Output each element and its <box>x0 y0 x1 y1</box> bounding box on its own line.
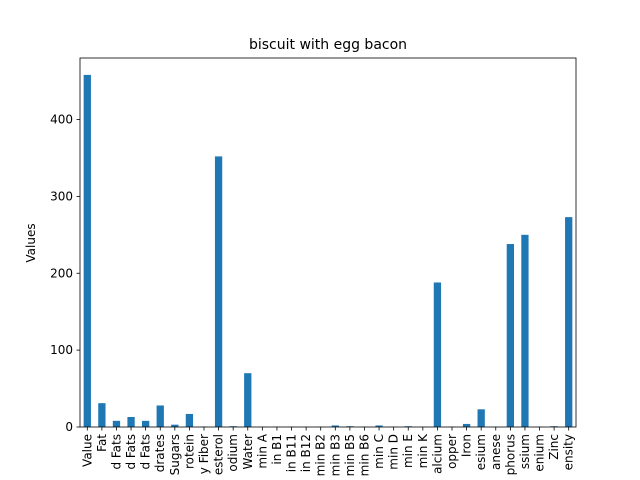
x-tick-label-12: min A <box>255 433 269 468</box>
bar-30 <box>521 234 529 427</box>
x-tick-label-21: min D <box>387 434 401 470</box>
x-tick-label-3: d Fats <box>124 434 138 470</box>
x-tick-label-32: Zinc <box>547 434 561 460</box>
x-tick-label-14: in B11 <box>285 434 299 472</box>
x-tick-label-26: Iron <box>460 434 474 457</box>
x-tick-label-13: in B1 <box>270 434 284 465</box>
bar-27 <box>477 409 485 427</box>
x-tick-label-6: Sugars <box>168 434 182 475</box>
x-tick-label-27: esium <box>474 434 488 470</box>
x-tick-label-30: ssium <box>518 434 532 469</box>
bar-6 <box>171 424 179 427</box>
bar-0 <box>83 74 91 427</box>
y-ticks-group: 0 100 200 300 400 <box>50 113 80 434</box>
bar-9 <box>214 156 223 427</box>
x-tick-label-23: min K <box>416 433 430 468</box>
bar-7 <box>185 413 194 427</box>
bar-17 <box>331 425 339 427</box>
x-tick-label-28: anese <box>489 434 503 470</box>
bar-20 <box>375 425 383 427</box>
x-tick-label-20: min C <box>372 434 386 469</box>
x-tick-label-0: Value <box>80 434 94 467</box>
x-tick-label-7: rotein <box>182 434 196 469</box>
x-tick-label-24: alcium <box>430 434 444 474</box>
x-tick-label-11: Water <box>241 434 255 470</box>
x-tick-label-19: min B6 <box>357 434 371 476</box>
bar-5 <box>156 405 164 427</box>
bar-33 <box>565 217 573 427</box>
x-tick-label-29: phorus <box>503 434 517 475</box>
x-tick-label-9: esterol <box>212 434 226 475</box>
x-tick-label-10: odium <box>226 434 240 472</box>
x-tick-label-1: Fat <box>95 434 109 452</box>
x-tick-label-18: min B5 <box>343 434 357 476</box>
bar-26 <box>462 423 471 427</box>
bar-3 <box>127 417 135 427</box>
bar-29 <box>506 244 514 427</box>
bars-group <box>83 74 573 427</box>
x-tick-label-8: y Fiber <box>197 434 211 474</box>
x-tick-label-16: min B2 <box>314 434 328 476</box>
x-tick-label-4: d Fats <box>139 434 153 470</box>
bar-11 <box>244 373 252 427</box>
y-tick-label-3: 300 <box>50 189 73 203</box>
x-tick-label-15: in B12 <box>299 434 313 472</box>
y-axis-label: Values <box>24 223 38 262</box>
x-tick-label-2: d Fats <box>109 434 123 470</box>
y-tick-label-4: 400 <box>50 113 73 127</box>
bar-1 <box>98 403 106 427</box>
x-tick-label-22: min E <box>401 434 415 468</box>
bar-2 <box>112 420 121 427</box>
x-tick-label-33: ensity <box>562 434 576 470</box>
x-tick-label-5: drates <box>153 434 167 472</box>
x-ticks-group: Value Fat d Fats d Fats d Fats drates Sugars ro… <box>80 427 576 476</box>
x-tick-label-31: enium <box>533 434 547 472</box>
bar-24 <box>433 282 442 427</box>
x-tick-label-17: min B3 <box>328 434 342 476</box>
y-tick-label-0: 0 <box>65 420 73 434</box>
bar-4 <box>142 420 150 427</box>
plot-frame <box>79 57 577 428</box>
chart-title: biscuit with egg bacon <box>249 37 407 53</box>
x-tick-label-25: opper <box>445 434 459 469</box>
y-tick-label-2: 200 <box>50 266 73 280</box>
y-tick-label-1: 100 <box>50 343 73 357</box>
